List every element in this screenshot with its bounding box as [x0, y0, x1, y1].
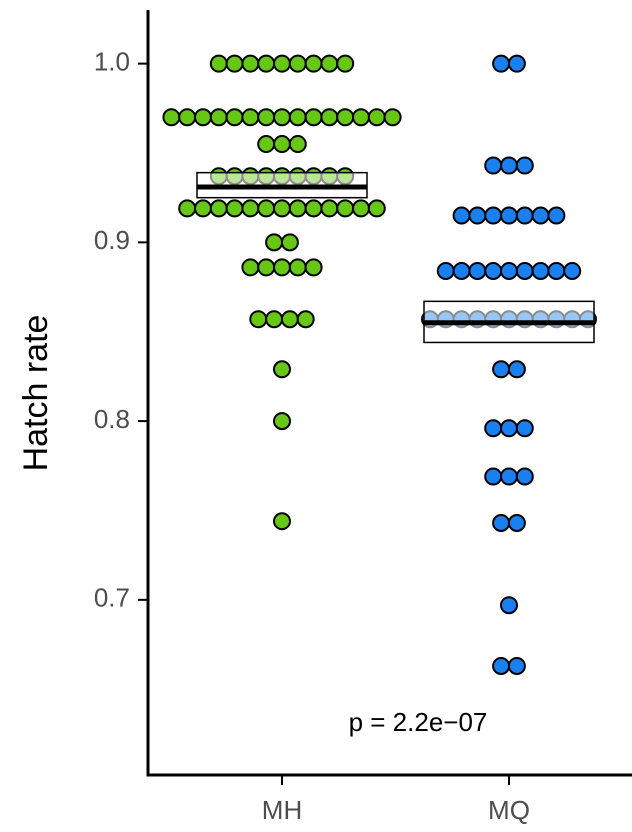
dot: [194, 199, 212, 218]
x-tick-label: MQ: [488, 795, 530, 825]
dot: [436, 261, 455, 280]
dot: [265, 233, 284, 252]
dot: [507, 54, 526, 73]
dot: [273, 54, 291, 73]
dot: [304, 199, 323, 218]
dot: [547, 206, 566, 225]
dot: [492, 656, 511, 675]
dot: [296, 310, 315, 329]
dot: [468, 261, 487, 280]
dot: [563, 261, 582, 280]
dot: [507, 656, 526, 675]
dot: [209, 54, 228, 73]
dot: [507, 360, 526, 379]
dot: [484, 261, 503, 280]
dot: [273, 412, 291, 431]
dot: [492, 513, 511, 532]
dot: [500, 206, 518, 225]
dot: [500, 467, 518, 486]
dot: [531, 206, 550, 225]
dot: [304, 258, 323, 277]
dot: [273, 512, 291, 531]
dot: [257, 135, 276, 154]
dot: [484, 206, 503, 225]
y-tick-label: 0.9: [94, 225, 130, 255]
y-tick-label: 0.8: [94, 404, 130, 434]
dot: [273, 360, 291, 379]
dot: [273, 135, 291, 154]
dot: [515, 156, 534, 175]
dot: [209, 108, 228, 127]
dot: [178, 108, 197, 127]
x-tick-label: MH: [262, 795, 302, 825]
dot: [507, 513, 526, 532]
dot: [304, 54, 323, 73]
dot: [352, 108, 370, 127]
dot: [241, 199, 260, 218]
dot: [492, 54, 511, 73]
dot: [273, 199, 291, 218]
dot: [162, 108, 181, 127]
dot: [352, 199, 370, 218]
dot: [225, 199, 244, 218]
dot: [336, 199, 355, 218]
dot: [241, 108, 260, 127]
y-tick-label: 1.0: [94, 46, 130, 76]
dot: [320, 108, 339, 127]
dot: [225, 108, 244, 127]
dot: [500, 156, 518, 175]
dot: [515, 206, 534, 225]
dot: [280, 310, 299, 329]
dot: [257, 258, 276, 277]
y-axis-label: Hatch rate: [17, 315, 55, 472]
dot: [320, 199, 339, 218]
dot: [288, 108, 307, 127]
dot: [452, 261, 471, 280]
dot: [225, 54, 244, 73]
dot: [288, 258, 307, 277]
dot: [336, 108, 355, 127]
dot: [383, 108, 402, 127]
dot: [500, 419, 518, 438]
dot: [452, 206, 471, 225]
dot: [367, 199, 386, 218]
dot: [265, 310, 284, 329]
dot: [468, 206, 487, 225]
dot: [288, 54, 307, 73]
dot: [257, 108, 276, 127]
dot: [194, 108, 212, 127]
dot: [178, 199, 197, 218]
dot: [273, 258, 291, 277]
dot: [241, 54, 260, 73]
dot: [336, 54, 355, 73]
dot: [273, 108, 291, 127]
dot: [241, 258, 260, 277]
dot: [484, 419, 503, 438]
dot: [484, 156, 503, 175]
dot: [484, 467, 503, 486]
dot: [257, 54, 276, 73]
dot: [288, 135, 307, 154]
annotation: p = 2.2e−07: [349, 707, 488, 737]
dot: [515, 261, 534, 280]
dot: [515, 419, 534, 438]
dot: [209, 199, 228, 218]
dot: [531, 261, 550, 280]
dot: [547, 261, 566, 280]
dot: [280, 233, 299, 252]
dot: [320, 54, 339, 73]
dot: [500, 596, 518, 615]
dot: [257, 199, 276, 218]
dot: [249, 310, 268, 329]
dot: [500, 261, 518, 280]
dot: [492, 360, 511, 379]
dot: [367, 108, 386, 127]
dot: [515, 467, 534, 486]
y-tick-label: 0.7: [94, 583, 130, 613]
dot: [288, 199, 307, 218]
dot: [304, 108, 323, 127]
